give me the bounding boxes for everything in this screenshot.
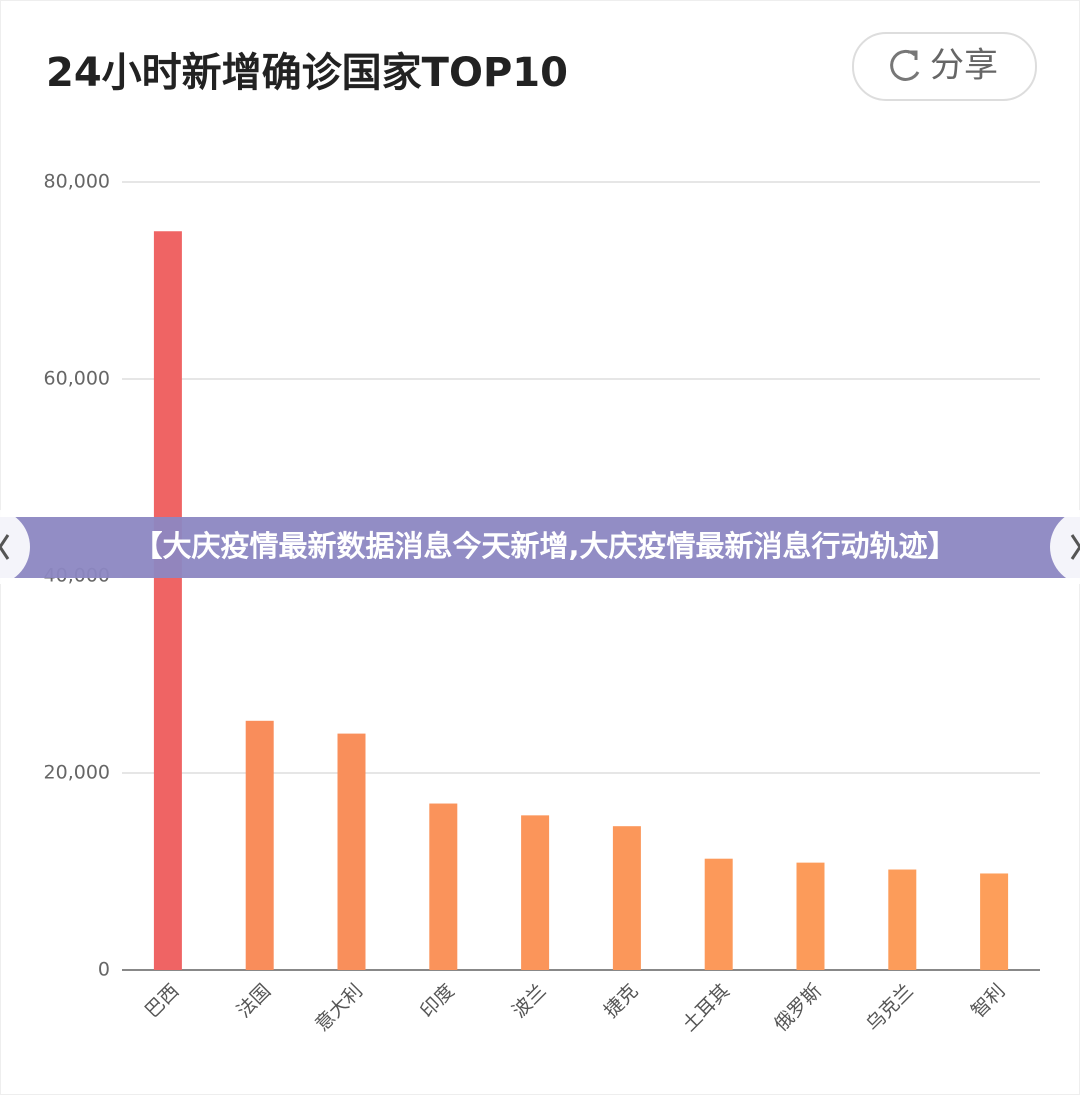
prev-button-bg bbox=[0, 509, 30, 585]
y-tick-label: 20,000 bbox=[44, 762, 110, 784]
chart-title: 24小时新增确诊国家TOP10 bbox=[46, 50, 568, 96]
next-button-bg bbox=[1050, 509, 1080, 585]
bar bbox=[153, 231, 182, 970]
y-tick-label: 0 bbox=[98, 959, 110, 981]
prev-button[interactable] bbox=[0, 509, 30, 585]
banner-background bbox=[0, 517, 1080, 578]
share-label: 分享 bbox=[930, 46, 998, 86]
share-icon bbox=[890, 49, 920, 81]
bar bbox=[888, 869, 917, 970]
y-tick-label: 60,000 bbox=[44, 368, 110, 390]
y-tick-label: 80,000 bbox=[44, 171, 110, 193]
next-arrow bbox=[1070, 534, 1080, 560]
next-button[interactable] bbox=[1050, 509, 1080, 585]
bar bbox=[796, 862, 825, 970]
banner: 【大庆疫情最新数据消息今天新增,大庆疫情最新消息行动轨迹】 bbox=[0, 517, 1080, 578]
share-button-frame bbox=[852, 32, 1037, 101]
bar bbox=[521, 815, 550, 970]
bar bbox=[612, 826, 641, 970]
bar bbox=[980, 873, 1009, 970]
bar bbox=[429, 803, 458, 970]
bar bbox=[704, 858, 733, 970]
bar bbox=[245, 720, 274, 970]
banner-text: 【大庆疫情最新数据消息今天新增,大庆疫情最新消息行动轨迹】 bbox=[133, 529, 956, 563]
prev-arrow bbox=[0, 534, 10, 560]
share-button[interactable]: 分享 bbox=[852, 32, 1037, 101]
bar bbox=[337, 733, 366, 970]
